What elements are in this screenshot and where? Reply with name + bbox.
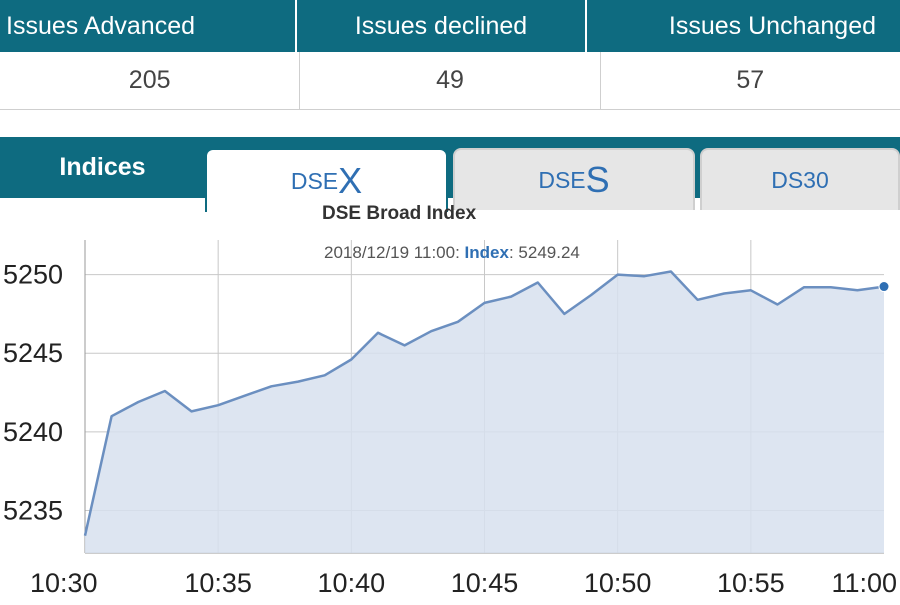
stats-values-row: 205 49 57	[0, 52, 900, 110]
y-tick-label: 5245	[3, 338, 63, 368]
x-tick-label: 10:45	[451, 568, 519, 598]
tab-dses[interactable]: DSE S	[453, 148, 695, 210]
x-tick-label: 11:00	[831, 568, 897, 598]
tab-ds30[interactable]: DS30	[700, 148, 900, 210]
index-chart: 5235 5240 5245 5250 10:30 10:35 10:40 10:45 10:5…	[0, 198, 900, 600]
value-issues-unchanged: 57	[736, 66, 765, 94]
chart-tooltip: 2018/12/19 11:00: Index: 5249.24	[324, 243, 580, 262]
x-tick-label: 10:35	[184, 568, 252, 598]
tab-dses-prefix: DSE	[538, 166, 586, 193]
indices-label: Indices	[59, 153, 146, 181]
tab-ds30-label: DS30	[771, 166, 829, 193]
tooltip-time: 2018/12/19 11:00	[324, 243, 456, 262]
series-area	[85, 271, 884, 553]
stats-header-row: Issues Advanced Issues declined Issues U…	[0, 0, 900, 52]
chart-title: DSE Broad Index	[322, 203, 477, 224]
value-issues-declined: 49	[300, 52, 601, 109]
tooltip-value: 5249.24	[518, 243, 580, 262]
x-tick-label: 10:30	[30, 568, 98, 598]
series-line	[83, 270, 885, 536]
index-chart-svg: 5235 5240 5245 5250 10:30 10:35 10:40 10:45 10:5…	[3, 240, 897, 598]
y-tick-label: 5240	[3, 417, 63, 447]
x-tick-label: 10:50	[584, 568, 652, 598]
y-tick-label: 5235	[3, 496, 63, 526]
tab-dses-suffix: S	[585, 159, 610, 200]
header-issues-unchanged: Issues Unchanged	[668, 11, 877, 40]
tab-dsex[interactable]: DSE X	[205, 148, 448, 212]
x-tick-label: 10:40	[318, 568, 386, 598]
tab-dsex-prefix: DSE	[290, 167, 339, 194]
hover-point	[878, 281, 890, 293]
header-issues-declined: Issues declined	[297, 0, 588, 52]
value-issues-advanced: 205	[0, 52, 301, 109]
header-issues-advanced: Issues Advanced	[0, 0, 297, 52]
y-tick-label: 5250	[3, 260, 63, 290]
tooltip-series: Index	[464, 243, 509, 262]
tab-dsex-suffix: X	[338, 160, 363, 201]
x-tick-label: 10:55	[717, 568, 785, 598]
